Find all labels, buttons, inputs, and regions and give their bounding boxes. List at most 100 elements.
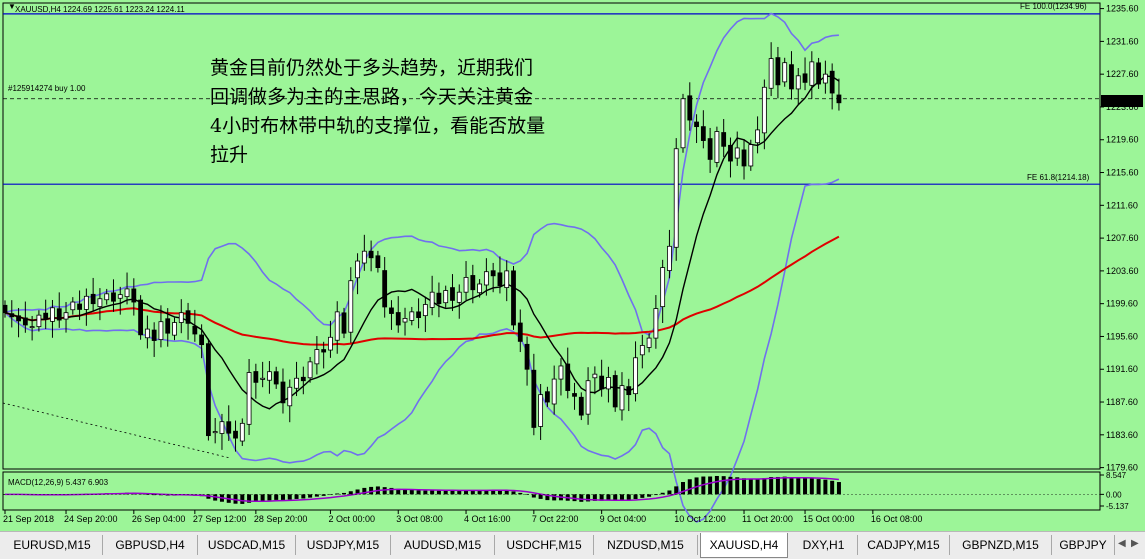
- macd-bar: [619, 494, 624, 501]
- y-axis-label: 1235.60: [1106, 4, 1139, 14]
- candle-body: [395, 312, 401, 326]
- macd-bar: [640, 494, 645, 498]
- x-axis-label: 10 Oct 12:00: [674, 514, 726, 524]
- candle-body: [450, 287, 455, 301]
- macd-bar: [233, 494, 238, 504]
- candle-body: [382, 270, 388, 308]
- candle-body: [2, 304, 8, 314]
- tab-audusd-m15[interactable]: AUDUSD,M15: [391, 535, 495, 555]
- y-axis-label: 1219.60: [1106, 135, 1139, 145]
- candle-body: [328, 336, 333, 351]
- tab-nzdusd-m15[interactable]: NZDUSD,M15: [594, 535, 698, 555]
- macd-bar: [538, 494, 543, 499]
- tab-scroll-left-icon[interactable]: ◀: [1118, 538, 1126, 549]
- tab-usdchf-m15[interactable]: USDCHF,M15: [495, 535, 594, 555]
- macd-bar: [633, 494, 638, 500]
- tab-gbpnzd-m15[interactable]: GBPNZD,M15: [950, 535, 1052, 555]
- tab-scroll-right-icon[interactable]: ▶: [1131, 538, 1139, 549]
- candle-body: [70, 301, 76, 311]
- candle-body: [646, 337, 652, 348]
- candle-body: [836, 94, 842, 104]
- macd-bar: [687, 479, 692, 495]
- position-label: #125914274 buy 1.00: [8, 84, 86, 93]
- candle-body: [389, 307, 394, 314]
- note-line: 黄金目前仍然处于多头趋势，近期我们: [210, 57, 534, 79]
- candle-body: [307, 361, 313, 379]
- tab-usdjpy-m15[interactable]: USDJPY,M15: [296, 535, 391, 555]
- macd-bar: [579, 494, 584, 502]
- macd-bar: [396, 488, 401, 495]
- macd-bar: [314, 494, 319, 497]
- x-axis-label: 16 Oct 08:00: [871, 514, 923, 524]
- macd-bar: [769, 477, 774, 495]
- y-axis-label: 1211.60: [1106, 200, 1138, 210]
- candle-body: [22, 317, 28, 326]
- fe618-label: FE 61.8(1214.18): [1027, 173, 1090, 182]
- macd-bar: [823, 479, 828, 495]
- macd-bar: [735, 477, 740, 495]
- candle-body: [612, 375, 618, 408]
- candle-body: [558, 365, 564, 380]
- macd-bar: [247, 494, 252, 503]
- chart-window[interactable]: 1235.601231.601227.601223.601219.601215.…: [0, 0, 1145, 531]
- current-price-marker: [1101, 95, 1143, 107]
- candle-body: [16, 315, 21, 322]
- candle-body: [124, 288, 130, 298]
- macd-bar: [287, 494, 292, 500]
- candle-body: [504, 270, 510, 289]
- candle-body: [755, 129, 760, 144]
- x-axis-label: 15 Oct 00:00: [803, 514, 855, 524]
- collapse-arrow-icon[interactable]: ▼: [8, 2, 16, 11]
- macd-bar: [267, 494, 272, 501]
- candle-body: [748, 144, 754, 167]
- x-axis-label: 28 Sep 20:00: [254, 514, 308, 524]
- trend-line: [2, 402, 231, 459]
- x-axis-label: 3 Oct 08:00: [396, 514, 443, 524]
- candle-body: [9, 313, 15, 318]
- macd-bar: [714, 475, 719, 495]
- macd-label: MACD(12,26,9) 5.437 6.903: [8, 478, 109, 487]
- tab-usdcad-m15[interactable]: USDCAD,M15: [198, 535, 296, 555]
- candle-body: [585, 380, 591, 415]
- candle-body: [280, 381, 286, 404]
- macd-bar: [586, 494, 591, 502]
- candle-body: [680, 98, 686, 149]
- y-axis-label: 1199.60: [1106, 299, 1138, 309]
- macd-bar: [606, 494, 611, 501]
- y-axis-label: 1231.60: [1106, 36, 1139, 46]
- bollinger-lower: [4, 178, 840, 523]
- macd-axis-label: 0.00: [1106, 490, 1122, 499]
- macd-bar: [355, 489, 360, 495]
- macd-bar: [531, 494, 536, 498]
- tab-gbpusd-h4[interactable]: GBPUSD,H4: [103, 535, 198, 555]
- candle-body: [761, 86, 767, 134]
- candle-body: [673, 148, 679, 248]
- candle-body: [639, 345, 645, 356]
- candle-body: [477, 283, 483, 294]
- macd-bar: [382, 487, 387, 495]
- candle-body: [443, 290, 449, 304]
- macd-bar: [647, 494, 652, 497]
- symbol-info: XAUUSD,H4 1224.69 1225.61 1223.24 1224.1…: [15, 5, 185, 14]
- tab-eurusd-m15[interactable]: EURUSD,M15: [2, 535, 103, 555]
- macd-signal-line: [5, 476, 839, 503]
- candle-body: [199, 334, 205, 346]
- candle-body: [36, 314, 42, 328]
- tab-dxy-h1[interactable]: DXY,H1: [790, 535, 858, 555]
- candle-body: [545, 391, 550, 403]
- y-axis-label: 1195.60: [1106, 331, 1138, 341]
- candle-body: [83, 295, 89, 310]
- candle-body: [321, 349, 327, 353]
- candle-body: [138, 299, 144, 336]
- candle-body: [789, 64, 794, 90]
- tab-gbpjpy[interactable]: GBPJPY: [1052, 535, 1115, 555]
- macd-pane-border: [2, 471, 1101, 511]
- macd-bar: [369, 486, 374, 495]
- tab-xauusd-h4[interactable]: XAUUSD,H4: [700, 533, 788, 558]
- macd-bar: [660, 492, 665, 495]
- x-axis-label: 4 Oct 16:00: [464, 514, 511, 524]
- tab-cadjpy-m15[interactable]: CADJPY,M15: [858, 535, 950, 555]
- price-chart[interactable]: 1235.601231.601227.601223.601219.601215.…: [0, 0, 1145, 531]
- macd-bar: [803, 478, 808, 495]
- candle-body: [565, 363, 571, 391]
